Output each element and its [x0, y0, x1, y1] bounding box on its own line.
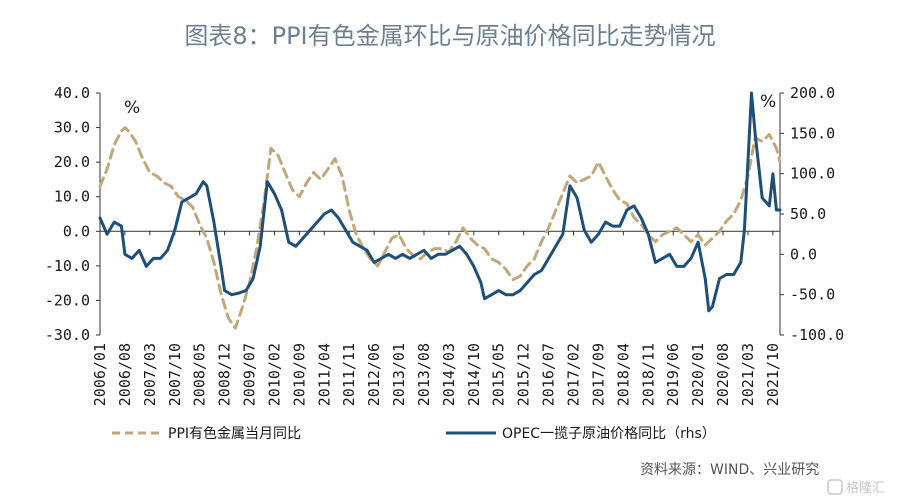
right-tick-label: -50.0	[790, 286, 835, 304]
x-tick-label: 2017/09	[589, 343, 607, 406]
series-line-ppi	[98, 126, 782, 330]
right-tick-label: -100.0	[790, 326, 844, 344]
x-tick-label: 2011/11	[340, 343, 358, 406]
series-line-opec	[98, 91, 782, 313]
watermark-logo-icon	[827, 479, 843, 495]
watermark-text: 格隆汇	[846, 480, 885, 496]
left-tick-label: 40.0	[54, 84, 90, 102]
x-tick-label: 2016/07	[540, 343, 558, 406]
legend: PPI有色金属当月同比 OPEC一揽子原油价格同比（rhs）	[112, 425, 716, 442]
right-tick-label: 0.0	[790, 245, 817, 263]
plot-area	[99, 93, 781, 335]
legend-label-ppi: PPI有色金属当月同比	[168, 425, 301, 442]
x-tick-label: 2006/08	[116, 343, 134, 406]
x-tick-label: 2014/10	[465, 343, 483, 406]
right-axis-unit: %	[760, 92, 776, 112]
left-axis-ticks: 40.0 30.0 20.0 10.0 0.0 -10.0 -20.0 -30.0	[45, 84, 100, 344]
left-axis-unit: %	[124, 98, 140, 118]
x-tick-label: 2008/12	[216, 343, 234, 406]
legend-label-opec: OPEC一揽子原油价格同比（rhs）	[502, 425, 716, 442]
x-tick-label: 2012/06	[365, 343, 383, 406]
left-tick-label: 30.0	[54, 119, 90, 137]
chart-title: 图表8：PPI有色金属环比与原油价格同比走势情况	[184, 22, 715, 50]
x-tick-label: 2014/03	[440, 343, 458, 406]
left-tick-label: 10.0	[54, 188, 90, 206]
x-tick-label: 2010/09	[290, 343, 308, 406]
x-tick-label: 2006/01	[91, 343, 109, 406]
watermark: 格隆汇	[827, 479, 885, 496]
right-tick-label: 100.0	[790, 165, 835, 183]
x-tick-label: 2011/04	[315, 343, 333, 406]
left-tick-label: 20.0	[54, 153, 90, 171]
source-note: 资料来源：WIND、兴业研究	[640, 462, 819, 478]
right-axis-ticks: 200.0 150.0 100.0 50.0 0.0 -50.0 -100.0	[780, 84, 844, 344]
left-tick-label: -30.0	[45, 326, 90, 344]
left-tick-label: -20.0	[45, 291, 90, 309]
x-axis-ticks: 2006/01 2006/08 2007/03 2007/10 2008/05 2008/…	[91, 231, 782, 406]
x-tick-label: 2017/02	[565, 343, 583, 406]
x-tick-label: 2020/01	[689, 343, 707, 406]
x-tick-label: 2019/06	[664, 343, 682, 406]
x-tick-label: 2009/07	[241, 343, 259, 406]
x-tick-label: 2018/04	[614, 343, 632, 406]
x-tick-label: 2021/03	[739, 343, 757, 406]
series-layer	[98, 91, 782, 330]
right-tick-label: 200.0	[790, 84, 835, 102]
left-tick-label: -10.0	[45, 257, 90, 275]
left-tick-label: 0.0	[63, 222, 90, 240]
x-tick-label: 2018/11	[639, 343, 657, 406]
x-tick-label: 2015/12	[515, 343, 533, 406]
x-tick-label: 2020/08	[714, 343, 732, 406]
x-tick-label: 2007/03	[141, 343, 159, 406]
x-tick-label: 2015/05	[490, 343, 508, 406]
x-tick-label: 2021/10	[764, 343, 782, 406]
x-tick-label: 2013/08	[415, 343, 433, 406]
x-tick-label: 2008/05	[191, 343, 209, 406]
x-tick-label: 2007/10	[166, 343, 184, 406]
right-tick-label: 150.0	[790, 124, 835, 142]
x-tick-label: 2013/01	[390, 343, 408, 406]
x-tick-label: 2010/02	[265, 343, 283, 406]
right-tick-label: 50.0	[790, 205, 826, 223]
